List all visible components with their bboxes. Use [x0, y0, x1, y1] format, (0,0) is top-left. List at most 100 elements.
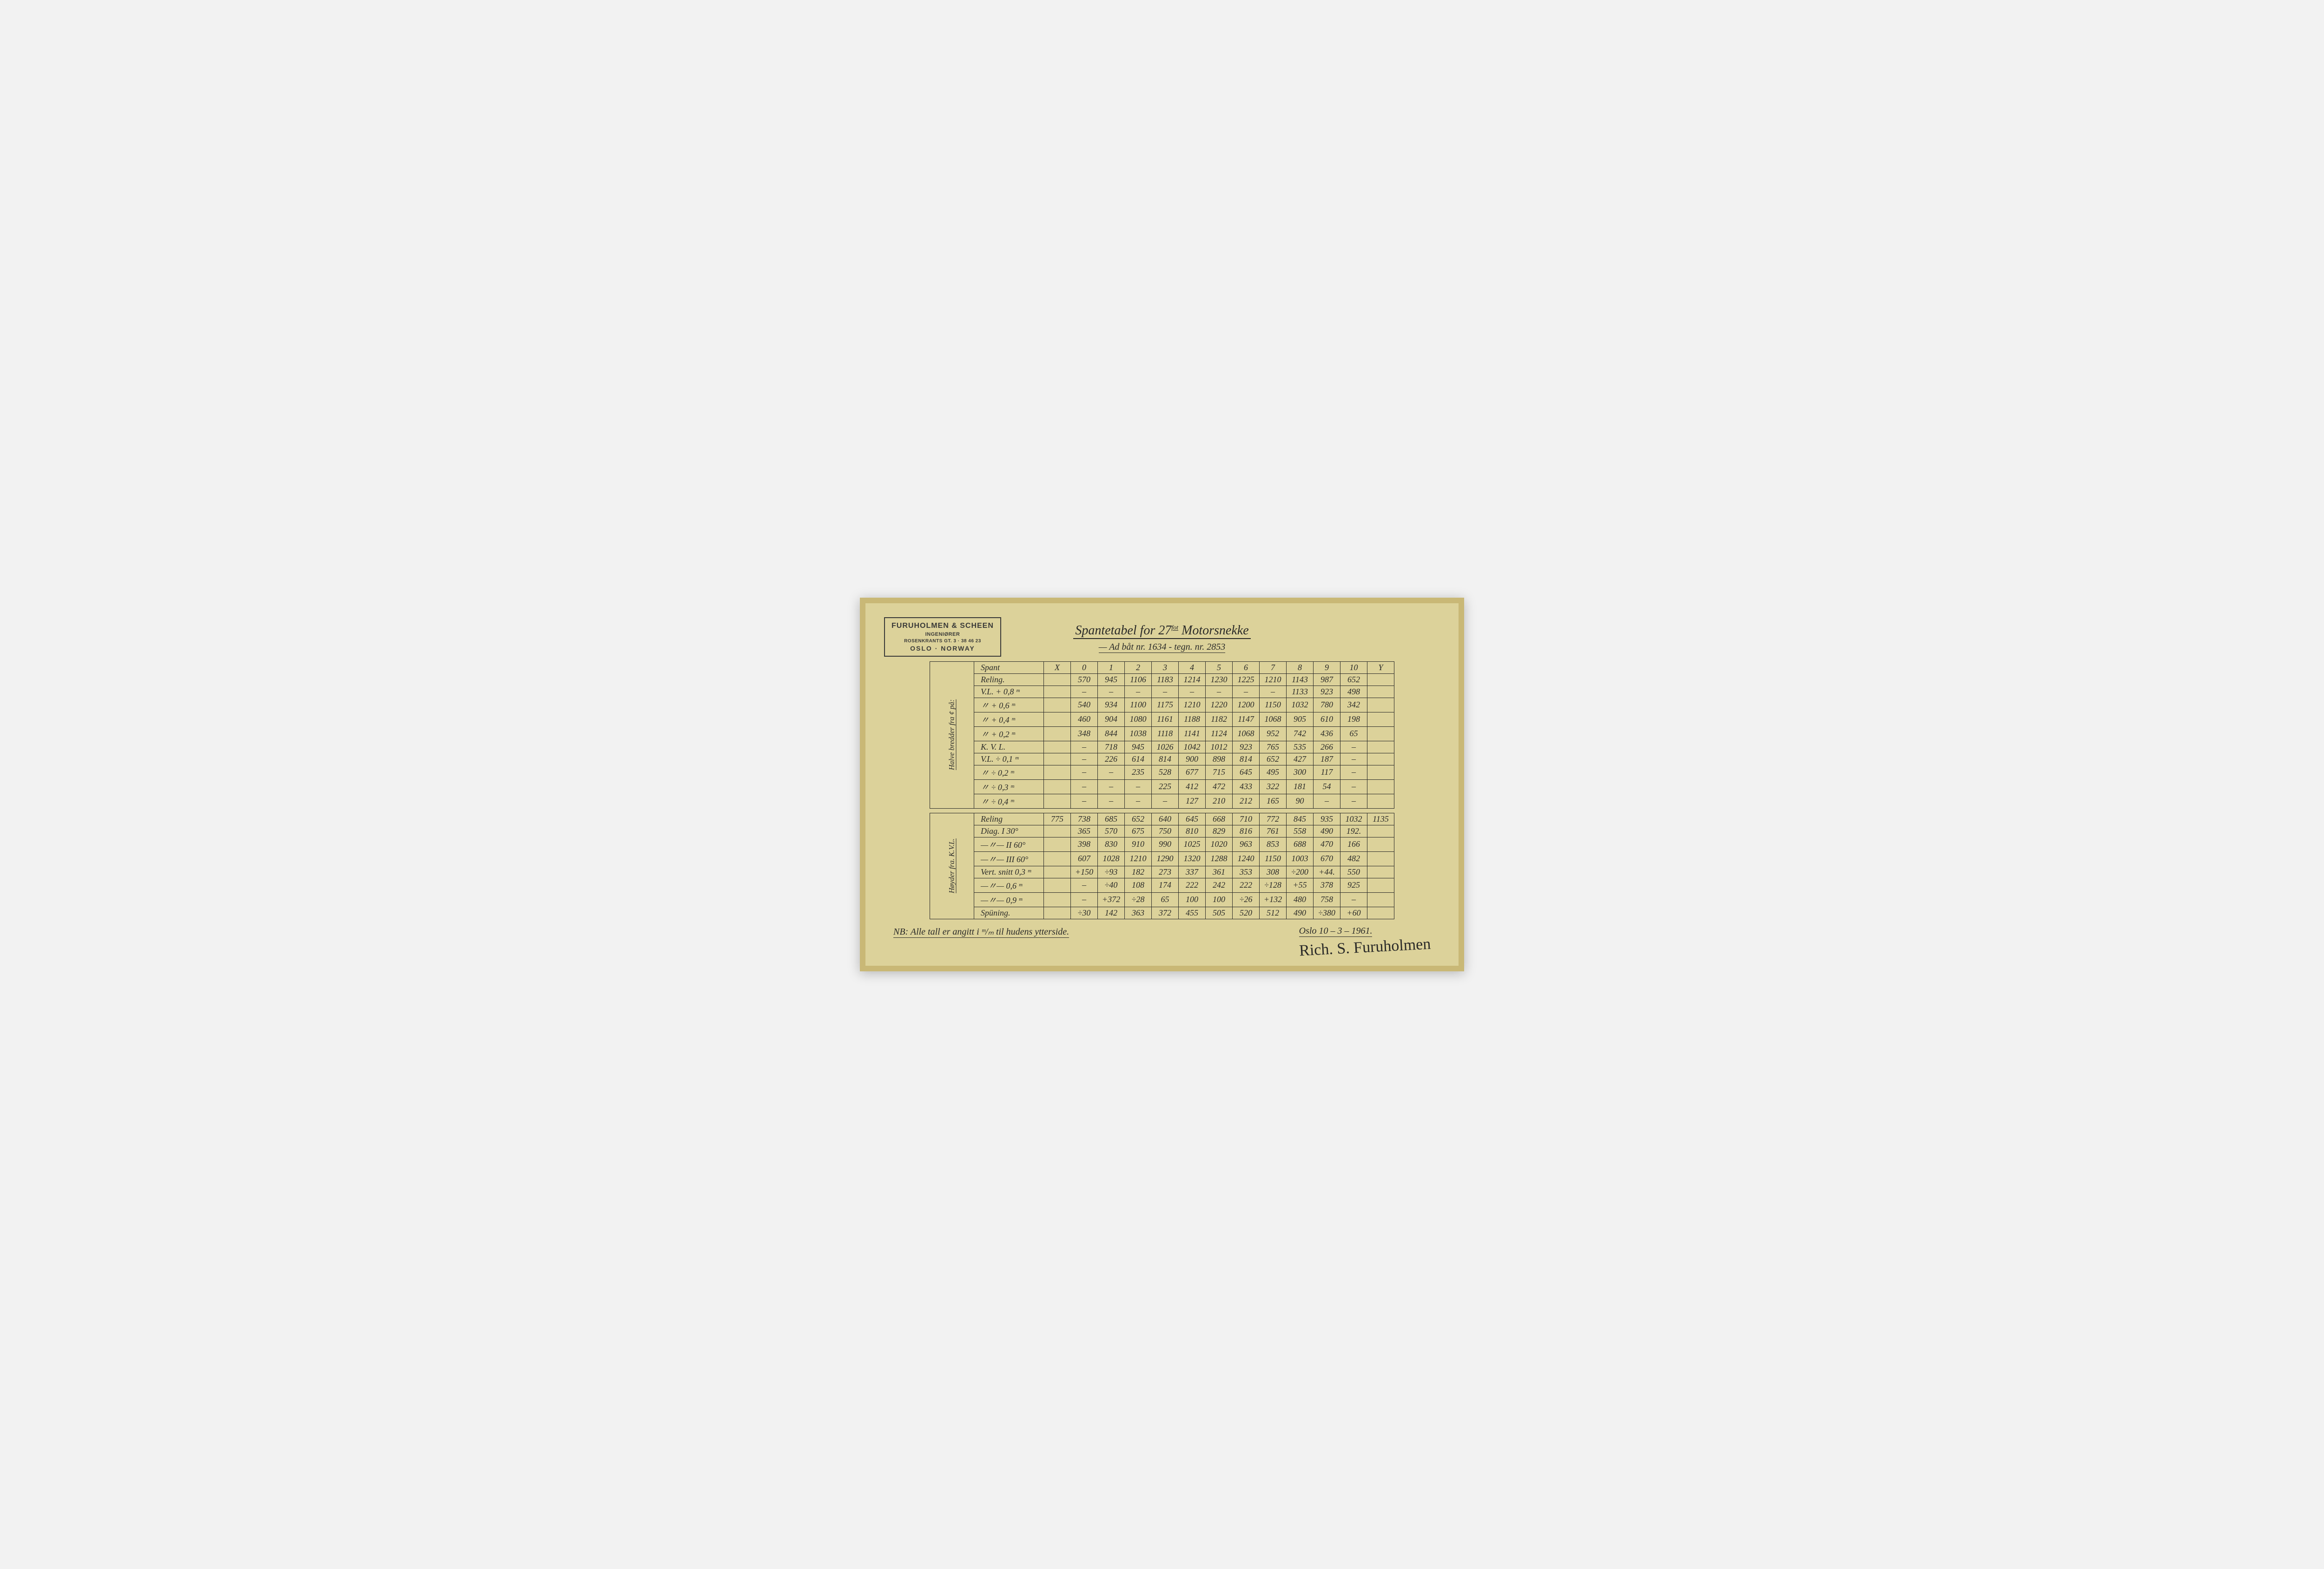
- table-cell: 100: [1179, 892, 1206, 907]
- table-cell: 853: [1260, 837, 1287, 851]
- table-cell: 1320: [1179, 851, 1206, 866]
- footer: NB: Alle tall er angitt i ᵐ/ₘ til hudens…: [884, 926, 1440, 956]
- table-cell: 945: [1098, 673, 1125, 686]
- table-cell: 1135: [1367, 813, 1394, 825]
- table-cell: 1200: [1233, 698, 1260, 712]
- table-cell: 677: [1179, 765, 1206, 779]
- table-cell: [1367, 673, 1394, 686]
- table-cell: +44.: [1314, 866, 1340, 878]
- column-header: 2: [1125, 661, 1152, 673]
- table-cell: –: [1314, 794, 1340, 808]
- table-cell: 540: [1071, 698, 1098, 712]
- table-cell: 528: [1152, 765, 1179, 779]
- table-cell: 685: [1098, 813, 1125, 825]
- table-cell: 652: [1260, 753, 1287, 765]
- table-cell: ÷40: [1098, 878, 1125, 892]
- table-cell: 363: [1125, 907, 1152, 919]
- table-cell: ÷28: [1125, 892, 1152, 907]
- table-cell: –: [1340, 892, 1367, 907]
- table-cell: 210: [1206, 794, 1233, 808]
- table-cell: +60: [1340, 907, 1367, 919]
- row-label: 〃 + 0,6 ᵐ: [974, 698, 1044, 712]
- table-cell: 365: [1071, 825, 1098, 837]
- table-cell: 1175: [1152, 698, 1179, 712]
- table-cell: 495: [1260, 765, 1287, 779]
- row-label: Spüning.: [974, 907, 1044, 919]
- table-cell: –: [1179, 686, 1206, 698]
- table-cell: –: [1125, 794, 1152, 808]
- table-cell: 1220: [1206, 698, 1233, 712]
- table-cell: –: [1071, 686, 1098, 698]
- table-cell: 810: [1179, 825, 1206, 837]
- table-cell: 182: [1125, 866, 1152, 878]
- table-cell: –: [1098, 794, 1125, 808]
- table-cell: [1367, 866, 1394, 878]
- table-cell: 1290: [1152, 851, 1179, 866]
- row-label: —〃— II 60°: [974, 837, 1044, 851]
- column-header: 9: [1314, 661, 1340, 673]
- table-cell: –: [1340, 753, 1367, 765]
- table-cell: ÷30: [1071, 907, 1098, 919]
- table-cell: 1106: [1125, 673, 1152, 686]
- row-label: V.L. ÷ 0,1 ᵐ: [974, 753, 1044, 765]
- table-cell: 1225: [1233, 673, 1260, 686]
- table-cell: 775: [1044, 813, 1071, 825]
- table-cell: 1183: [1152, 673, 1179, 686]
- table-cell: [1367, 765, 1394, 779]
- table-cell: 1141: [1179, 726, 1206, 741]
- document-title: Spantetabel for 27fot Motorsnekke: [1073, 623, 1250, 639]
- table-cell: 535: [1287, 741, 1314, 753]
- table-cell: 761: [1260, 825, 1287, 837]
- table-cell: 433: [1233, 779, 1260, 794]
- table-cell: 1240: [1233, 851, 1260, 866]
- table-cell: 1020: [1206, 837, 1233, 851]
- table-cell: 372: [1152, 907, 1179, 919]
- stamp-line-2: INGENIØRER: [891, 631, 994, 638]
- table-cell: 935: [1314, 813, 1340, 825]
- title-part-a: Spantetabel for 27: [1075, 623, 1171, 638]
- column-header: 10: [1340, 661, 1367, 673]
- column-header: 6: [1233, 661, 1260, 673]
- table-cell: 427: [1287, 753, 1314, 765]
- table-cell: 460: [1071, 712, 1098, 726]
- table-cell: 1032: [1340, 813, 1367, 825]
- table-cell: 1150: [1260, 851, 1287, 866]
- table-cell: 480: [1287, 892, 1314, 907]
- column-header: 0: [1071, 661, 1098, 673]
- table-cell: 1210: [1260, 673, 1287, 686]
- table-cell: –: [1152, 686, 1179, 698]
- table-cell: 348: [1071, 726, 1098, 741]
- row-label: 〃 + 0,4 ᵐ: [974, 712, 1044, 726]
- table-cell: [1367, 698, 1394, 712]
- table-cell: [1367, 712, 1394, 726]
- table-cell: 558: [1287, 825, 1314, 837]
- table-cell: 1003: [1287, 851, 1314, 866]
- table-cell: ÷128: [1260, 878, 1287, 892]
- table-cell: 652: [1125, 813, 1152, 825]
- table-cell: 117: [1314, 765, 1340, 779]
- row-label: —〃— III 60°: [974, 851, 1044, 866]
- table-cell: [1367, 726, 1394, 741]
- table-cell: 100: [1206, 892, 1233, 907]
- table-cell: 212: [1233, 794, 1260, 808]
- table-cell: –: [1071, 765, 1098, 779]
- row-label: Reling: [974, 813, 1044, 825]
- table-cell: 322: [1260, 779, 1287, 794]
- table-cell: 904: [1098, 712, 1125, 726]
- table-cell: 652: [1340, 673, 1367, 686]
- table-cell: –: [1125, 686, 1152, 698]
- table-cell: 1028: [1098, 851, 1125, 866]
- title-superscript: fot: [1171, 625, 1178, 632]
- table-cell: 90: [1287, 794, 1314, 808]
- table-cell: 1143: [1287, 673, 1314, 686]
- table-cell: 830: [1098, 837, 1125, 851]
- table-cell: [1044, 779, 1071, 794]
- table-cell: 1161: [1152, 712, 1179, 726]
- table-cell: –: [1098, 686, 1125, 698]
- table-cell: 607: [1071, 851, 1098, 866]
- table-cell: 378: [1314, 878, 1340, 892]
- table-cell: [1044, 753, 1071, 765]
- table-cell: 987: [1314, 673, 1340, 686]
- table-cell: 512: [1260, 907, 1287, 919]
- table-cell: [1044, 851, 1071, 866]
